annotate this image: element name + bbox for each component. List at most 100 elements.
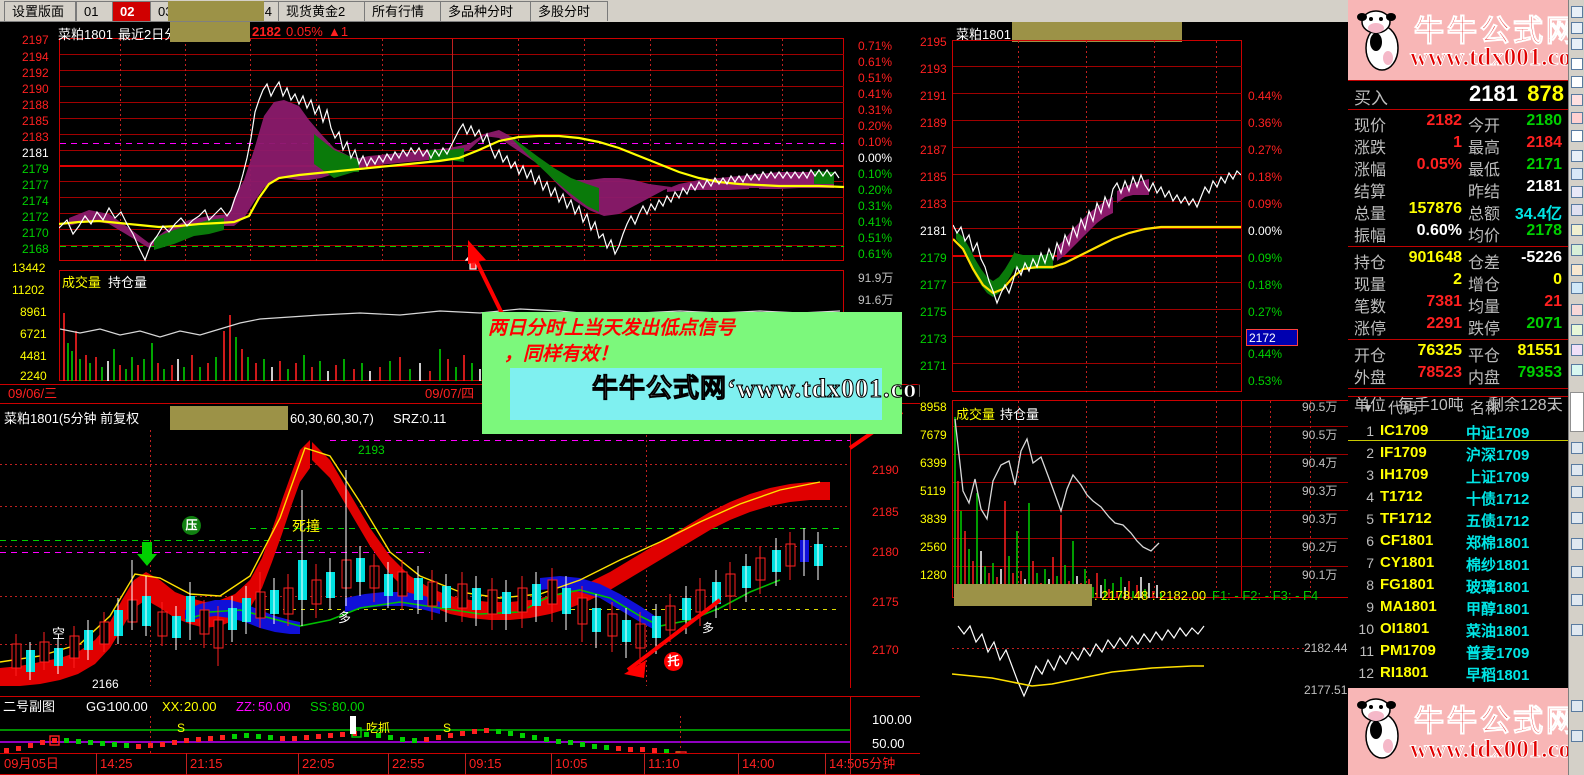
intraday-price-tick: 2192 xyxy=(22,66,49,80)
chart-line-icon[interactable] xyxy=(1571,94,1583,106)
nav-item-6-icon[interactable] xyxy=(1571,486,1583,498)
quote-value-11a: 76325 xyxy=(1417,342,1463,359)
cow-mascot-icon xyxy=(1357,698,1399,759)
nav-item-y-icon[interactable] xyxy=(1571,730,1583,742)
logo-text-cn: 牛牛公式网 xyxy=(1414,705,1569,739)
quote-row: 笔数 7381 均量 21 xyxy=(1348,293,1568,316)
quote-value-1b: 2180 xyxy=(1526,112,1562,129)
mid-pct-tick: 0.27% xyxy=(1248,305,1283,319)
quote-label-8a: 现量 xyxy=(1354,277,1387,294)
sort-chevron-down-icon[interactable]: ▼ xyxy=(1362,401,1374,415)
add-icon[interactable] xyxy=(1571,282,1583,294)
row-index: 9 xyxy=(1366,599,1374,615)
more-dot-icon[interactable]: • xyxy=(1552,403,1556,415)
document-icon[interactable] xyxy=(1571,130,1583,142)
tools-icon[interactable] xyxy=(1571,344,1583,356)
tab-02[interactable]: 02 xyxy=(112,1,152,21)
alert-icon[interactable] xyxy=(1571,224,1583,236)
col-header-name[interactable]: 名称 xyxy=(1470,400,1501,417)
sub-indicator-title: 二号副图 xyxy=(3,699,56,714)
marker-long-label-2: 多 xyxy=(702,621,715,635)
refresh-icon[interactable] xyxy=(1571,364,1583,376)
period-label: 5分钟 xyxy=(862,756,896,771)
list-item[interactable]: 10 OI1801 菜油1801 xyxy=(1348,617,1568,640)
list-item[interactable]: 1 IC1709 中证1709 xyxy=(1348,419,1568,442)
secondary-chart-column[interactable]: 菜粕1801 2195 2193 2191 2189 xyxy=(920,22,1349,775)
nav-item-h-icon[interactable] xyxy=(1571,566,1583,578)
layout-icon[interactable] xyxy=(1571,186,1583,198)
tab-spot-gold-2[interactable]: 现货黄金2 xyxy=(278,1,366,21)
grid-icon[interactable] xyxy=(1571,76,1583,88)
time-tick: 09:15 xyxy=(469,756,502,771)
chevron-up-icon[interactable] xyxy=(1571,22,1583,34)
buy-signal-arrow-icon xyxy=(465,252,481,270)
sub-axis-tick: 100.00 xyxy=(872,712,912,727)
gg-label: GG: xyxy=(86,699,110,714)
candlestick-panel[interactable]: 菜粕1801(5分钟 前复权 60,30,60,30,7) SRZ: 0.11 … xyxy=(0,406,920,694)
time-tick: 09月05日 xyxy=(4,756,59,771)
toolbar-scroll-thumb[interactable] xyxy=(1570,392,1584,432)
nav-item-j-icon[interactable] xyxy=(1571,538,1583,550)
cow-mascot-icon xyxy=(1357,10,1399,71)
buy-label: 买入 xyxy=(1354,89,1388,108)
list-item[interactable]: 7 CY1801 棉纱1801 xyxy=(1348,551,1568,574)
list-item[interactable]: 8 FG1801 玻璃1801 xyxy=(1348,573,1568,596)
globe-icon[interactable] xyxy=(1571,304,1583,316)
tab-multi-stock[interactable]: 多股分时 xyxy=(530,1,608,21)
intraday-price-tick: 2197 xyxy=(22,33,49,47)
list-item[interactable]: 6 CF1801 郑棉1801 xyxy=(1348,529,1568,552)
contract-list[interactable]: ▼ 代码 名称 • 1 IC1709 中证1709 2 IF1709 沪深170… xyxy=(1348,396,1568,688)
col-header-code[interactable]: 代码 xyxy=(1388,400,1419,417)
quote-value-8b: 0 xyxy=(1553,271,1562,288)
row-code: RI1801 xyxy=(1380,664,1429,681)
tab-settings[interactable]: 设置版面 xyxy=(4,1,76,21)
list-icon[interactable] xyxy=(1571,58,1583,70)
list-item[interactable]: 9 MA1801 甲醇1801 xyxy=(1348,595,1568,618)
row-index: 3 xyxy=(1366,467,1374,483)
flag-icon[interactable] xyxy=(1571,112,1583,124)
tab-multi-variety[interactable]: 多品种分时 xyxy=(440,1,532,21)
contract-list-header[interactable]: ▼ 代码 名称 • xyxy=(1348,397,1568,419)
stats-icon[interactable] xyxy=(1571,324,1583,336)
quote-label-4a: 结算 xyxy=(1354,184,1387,201)
right-toolbar[interactable] xyxy=(1568,0,1584,775)
f-key2-icon[interactable] xyxy=(1571,204,1583,216)
quote-value-3b: 2171 xyxy=(1526,156,1562,173)
quote-label-12a: 外盘 xyxy=(1354,370,1387,387)
nav-item-x-icon[interactable] xyxy=(1571,700,1583,712)
chevron-left-icon[interactable] xyxy=(1571,6,1583,18)
f-key-icon[interactable] xyxy=(1571,150,1583,162)
list-item[interactable]: 11 PM1709 普麦1709 xyxy=(1348,639,1568,662)
panel-icon[interactable] xyxy=(1571,168,1583,180)
quote-row: 现价 2182 今开 2180 xyxy=(1348,112,1568,135)
list-item[interactable]: 3 IH1709 上证1709 xyxy=(1348,463,1568,486)
intraday-price-curve xyxy=(59,80,845,262)
list-item[interactable]: 2 IF1709 沪深1709 xyxy=(1348,441,1568,464)
tab-01[interactable]: 01 xyxy=(76,1,114,21)
left-chart-column: 2197 2194 2192 2190 2188 2185 2183 2181 … xyxy=(0,22,920,775)
nav-item-1-icon[interactable] xyxy=(1571,442,1583,454)
nav-item-q-icon[interactable] xyxy=(1571,594,1583,606)
list-item[interactable]: 12 RI1801 早稻1801 xyxy=(1348,661,1568,684)
quote-label-1b: 今开 xyxy=(1468,118,1501,135)
mid-price-tick: 2185 xyxy=(920,170,947,184)
row-code: MA1801 xyxy=(1380,598,1437,615)
marker-long-label: 多 xyxy=(338,610,352,625)
mid-price-frame xyxy=(952,40,1242,392)
nav-item-l-icon[interactable] xyxy=(1571,512,1583,524)
chevron-down-icon[interactable] xyxy=(1571,38,1583,50)
tab-all-quotes[interactable]: 所有行情 xyxy=(364,1,442,21)
candle-series xyxy=(0,440,830,686)
list-item[interactable]: 4 T1712 十债1712 xyxy=(1348,485,1568,508)
mid-price-tick: 2193 xyxy=(920,62,947,76)
quote-row: 开仓 76325 平仓 81551 xyxy=(1348,342,1568,365)
list-item[interactable]: 5 TF1712 五债1712 xyxy=(1348,507,1568,530)
quote-label-3a: 涨幅 xyxy=(1354,162,1387,179)
settings-icon[interactable] xyxy=(1571,264,1583,276)
nav-item-b-icon[interactable] xyxy=(1571,624,1583,636)
logo-text-url: www.tdx001.com xyxy=(1410,736,1568,764)
calendar-icon[interactable] xyxy=(1571,244,1583,256)
nav-item-3-icon[interactable] xyxy=(1571,464,1583,476)
intraday-panel[interactable]: 2197 2194 2192 2190 2188 2185 2183 2181 … xyxy=(0,22,920,407)
row-code: IF1709 xyxy=(1380,444,1427,461)
